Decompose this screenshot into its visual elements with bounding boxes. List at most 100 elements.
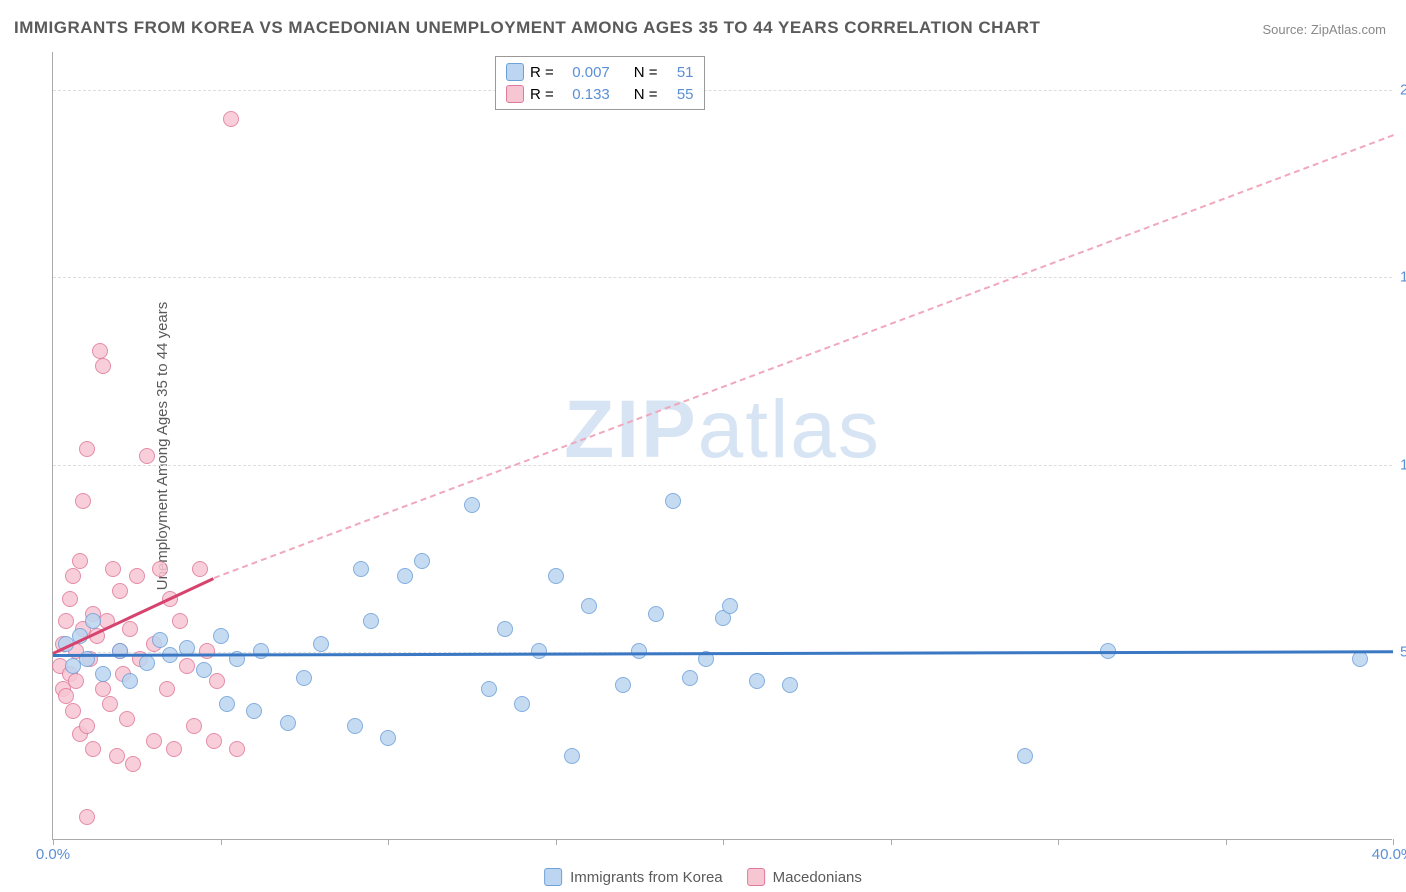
gridline xyxy=(53,277,1392,278)
data-point xyxy=(79,809,95,825)
legend-item: Macedonians xyxy=(747,868,862,886)
watermark-light: atlas xyxy=(698,384,881,475)
data-point xyxy=(122,673,138,689)
r-value-a: 0.007 xyxy=(560,64,610,81)
data-point xyxy=(159,681,175,697)
data-point xyxy=(749,673,765,689)
data-point xyxy=(615,677,631,693)
r-label: R = xyxy=(530,86,554,103)
trend-line xyxy=(213,135,1393,580)
data-point xyxy=(253,643,269,659)
data-point xyxy=(112,643,128,659)
data-point xyxy=(65,703,81,719)
data-point xyxy=(464,497,480,513)
legend-label-b: Macedonians xyxy=(773,869,862,886)
data-point xyxy=(481,681,497,697)
data-point xyxy=(129,568,145,584)
gridline xyxy=(53,465,1392,466)
data-point xyxy=(380,730,396,746)
data-point xyxy=(146,733,162,749)
series-legend: Immigrants from Korea Macedonians xyxy=(544,868,862,886)
x-tick xyxy=(1393,839,1394,845)
x-tick-label: 40.0% xyxy=(1372,846,1406,863)
gridline xyxy=(53,90,1392,91)
chart-title: IMMIGRANTS FROM KOREA VS MACEDONIAN UNEM… xyxy=(14,18,1040,38)
data-point xyxy=(95,358,111,374)
watermark-bold: ZIP xyxy=(564,384,698,475)
n-label: N = xyxy=(634,64,658,81)
y-tick-label: 5.0% xyxy=(1400,644,1406,661)
data-point xyxy=(95,666,111,682)
data-point xyxy=(280,715,296,731)
data-point xyxy=(229,741,245,757)
data-point xyxy=(72,553,88,569)
data-point xyxy=(782,677,798,693)
data-point xyxy=(206,733,222,749)
data-point xyxy=(166,741,182,757)
data-point xyxy=(497,621,513,637)
data-point xyxy=(397,568,413,584)
data-point xyxy=(665,493,681,509)
data-point xyxy=(139,448,155,464)
data-point xyxy=(172,613,188,629)
data-point xyxy=(79,718,95,734)
data-point xyxy=(209,673,225,689)
legend-item: Immigrants from Korea xyxy=(544,868,723,886)
x-tick xyxy=(723,839,724,845)
data-point xyxy=(122,621,138,637)
n-label: N = xyxy=(634,86,658,103)
swatch-series-a xyxy=(506,63,524,81)
swatch-series-b xyxy=(747,868,765,886)
legend-label-a: Immigrants from Korea xyxy=(570,869,723,886)
data-point xyxy=(92,343,108,359)
data-point xyxy=(514,696,530,712)
data-point xyxy=(192,561,208,577)
swatch-series-b xyxy=(506,85,524,103)
data-point xyxy=(152,561,168,577)
data-point xyxy=(581,598,597,614)
data-point xyxy=(68,673,84,689)
data-point xyxy=(531,643,547,659)
n-value-b: 55 xyxy=(664,86,694,103)
data-point xyxy=(179,658,195,674)
data-point xyxy=(414,553,430,569)
data-point xyxy=(58,688,74,704)
y-tick-label: 10.0% xyxy=(1400,456,1406,473)
data-point xyxy=(75,493,91,509)
r-value-b: 0.133 xyxy=(560,86,610,103)
data-point xyxy=(648,606,664,622)
data-point xyxy=(112,583,128,599)
data-point xyxy=(313,636,329,652)
legend-row: R = 0.007 N = 51 xyxy=(506,61,694,83)
data-point xyxy=(1017,748,1033,764)
data-point xyxy=(125,756,141,772)
data-point xyxy=(296,670,312,686)
data-point xyxy=(219,696,235,712)
swatch-series-a xyxy=(544,868,562,886)
data-point xyxy=(102,696,118,712)
data-point xyxy=(722,598,738,614)
data-point xyxy=(62,591,78,607)
data-point xyxy=(199,643,215,659)
data-point xyxy=(223,111,239,127)
n-value-a: 51 xyxy=(664,64,694,81)
x-tick xyxy=(53,839,54,845)
x-tick xyxy=(556,839,557,845)
y-tick-label: 15.0% xyxy=(1400,269,1406,286)
data-point xyxy=(109,748,125,764)
data-point xyxy=(105,561,121,577)
legend-row: R = 0.133 N = 55 xyxy=(506,83,694,105)
data-point xyxy=(139,655,155,671)
data-point xyxy=(85,613,101,629)
data-point xyxy=(353,561,369,577)
data-point xyxy=(347,718,363,734)
data-point xyxy=(119,711,135,727)
correlation-legend: R = 0.007 N = 51 R = 0.133 N = 55 xyxy=(495,56,705,110)
data-point xyxy=(196,662,212,678)
data-point xyxy=(58,613,74,629)
data-point xyxy=(548,568,564,584)
data-point xyxy=(363,613,379,629)
x-tick xyxy=(1226,839,1227,845)
data-point xyxy=(186,718,202,734)
data-point xyxy=(79,441,95,457)
